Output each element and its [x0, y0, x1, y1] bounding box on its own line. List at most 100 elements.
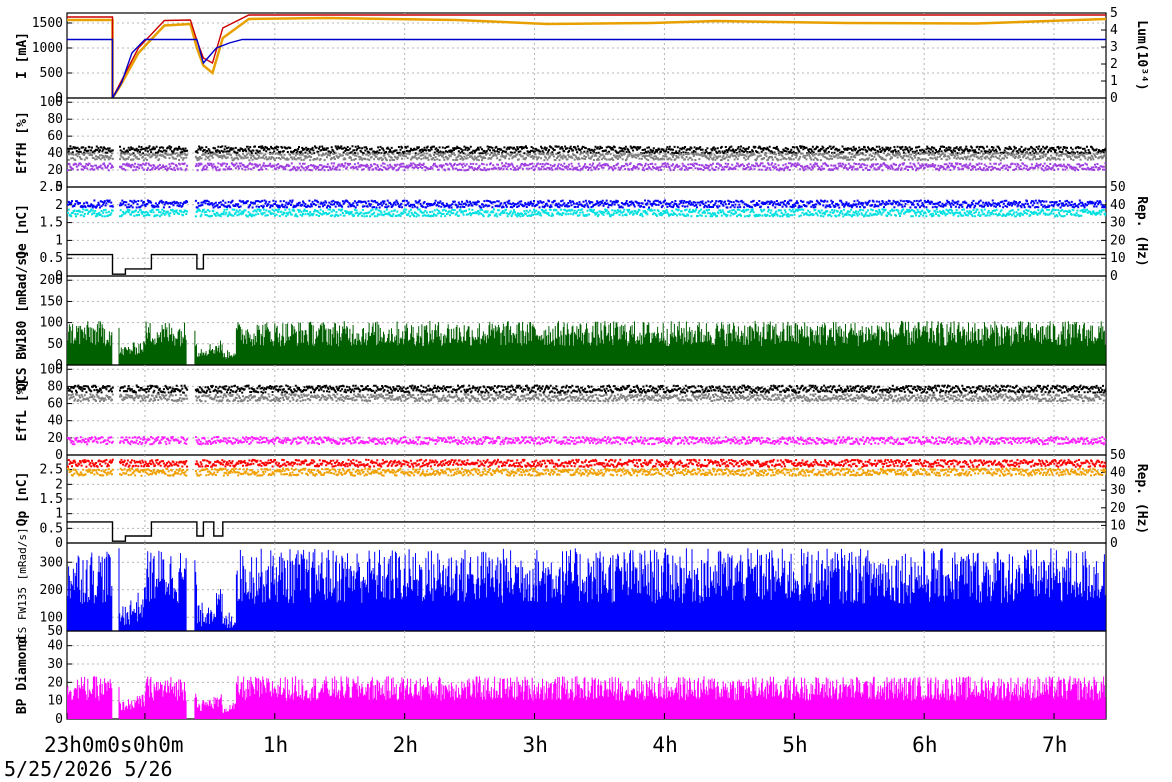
y-tick-label: 20 [47, 675, 63, 690]
y-tick-label: 40 [47, 414, 63, 429]
y-tick-label: 100 [40, 362, 63, 377]
y-axis-label: Qe [nC] [15, 204, 30, 259]
series-points [67, 436, 1106, 446]
y-tick-label: 2 [55, 477, 63, 492]
y-tick-label: 40 [47, 639, 63, 654]
panel-frame [66, 97, 1107, 188]
y-tick-label: 1500 [32, 16, 63, 31]
y-tick-label: 0 [55, 536, 63, 551]
x-tick-label: 4h [652, 733, 677, 757]
y2-tick-label: 50 [1110, 180, 1126, 195]
series-points [67, 162, 1106, 172]
y2-tick-label: 40 [1110, 198, 1126, 213]
y-tick-label: 1.5 [40, 492, 63, 507]
series-points [67, 208, 1106, 218]
series-line [67, 253, 1106, 275]
series-points [67, 199, 1106, 209]
x-tick-label: 6h [912, 733, 937, 757]
y2-tick-label: 30 [1110, 216, 1126, 231]
y-tick-label: 0.5 [40, 521, 63, 536]
series-group [67, 199, 1106, 275]
y-axis-label: Qp [nC] [15, 472, 30, 527]
series-line [67, 521, 1106, 542]
y2-tick-label: 20 [1110, 501, 1126, 516]
y-tick-label: 100 [40, 610, 63, 625]
series-group [67, 384, 1106, 446]
series-group [67, 320, 1106, 365]
y-tick-label: 200 [40, 273, 63, 288]
y2-tick-label: 30 [1110, 483, 1126, 498]
y-tick-label: 500 [40, 66, 63, 81]
y-tick-label: 30 [47, 657, 63, 672]
x-tick-label: 5h [782, 733, 807, 757]
y-tick-label: 0 [55, 180, 63, 195]
panel-qcs-bw180: 0 50 100 150 200 QCS BW180 [mRad/s] [15, 250, 1107, 391]
y-tick-label: 0 [55, 358, 63, 373]
y-tick-label: 60 [47, 129, 63, 144]
y-tick-label: 0 [55, 269, 63, 284]
x-tick-label: 23h0m0s [44, 733, 133, 757]
y2-tick-label: 0 [1110, 91, 1118, 106]
date-label: 5/25/2026 5/26 [4, 757, 173, 781]
y2-axis-label: Rep. (Hz) [1134, 464, 1149, 534]
y-axis-label: BP Diamond [15, 636, 30, 714]
series-points [67, 384, 1106, 394]
y-tick-label: 20 [47, 431, 63, 446]
y-tick-label: 300 [40, 555, 63, 570]
y-tick-label: 80 [47, 112, 63, 127]
y-tick-label: 0 [55, 91, 63, 106]
series-points [67, 458, 1106, 468]
series-group [67, 145, 1106, 172]
x-tick-label: 3h [523, 733, 548, 757]
y2-tick-label: 0 [1110, 269, 1118, 284]
y-axis-label: I [mA] [15, 32, 30, 79]
panel-bp-diamond: 0 10 20 30 40 BP Diamond [15, 630, 1107, 727]
series-bars [67, 548, 1106, 631]
series-points [67, 467, 1106, 477]
y2-tick-label: 3 [1110, 40, 1118, 55]
y-tick-label: 80 [47, 379, 63, 394]
series-line [67, 38, 1106, 98]
series-points [67, 145, 1106, 155]
y2-tick-label: 40 [1110, 466, 1126, 481]
series-group [67, 548, 1106, 631]
y2-tick-label: 2 [1110, 57, 1118, 72]
y-tick-label: 1000 [32, 41, 63, 56]
y-tick-label: 0 [55, 712, 63, 727]
y2-tick-label: 10 [1110, 518, 1126, 533]
y-tick-label: 0 [55, 448, 63, 463]
y-axis-label: QCS FW135 [mRad/s] [16, 527, 29, 646]
y-tick-label: 60 [47, 397, 63, 412]
y2-tick-label: 50 [1110, 448, 1126, 463]
x-tick-label: 2h [393, 733, 418, 757]
y2-tick-label: 10 [1110, 251, 1126, 266]
x-axis: 23h0m0s 0h0m 1h 2h 3h 4h 5h 6h 7h [44, 713, 1067, 757]
x-tick-label: 0h0m [133, 733, 184, 757]
y-tick-label: 150 [40, 294, 63, 309]
panel-effh: 0 20 40 60 80 100 EffH [%] [15, 95, 1107, 195]
y-tick-label: 40 [47, 146, 63, 161]
panel-frame [66, 12, 1107, 99]
y-axis-label: EffL [%] [15, 379, 30, 442]
y2-axis-label: Rep. (Hz) [1134, 196, 1149, 266]
y2-tick-label: 5 [1110, 6, 1118, 21]
y2-tick-label: 0 [1110, 536, 1118, 551]
panel-effl: 0 20 40 60 80 100 EffL [%] [15, 362, 1107, 463]
y-tick-label: 1 [55, 507, 63, 522]
y2-tick-label: 20 [1110, 233, 1126, 248]
y-tick-label: 10 [47, 694, 63, 709]
y-tick-label: 1 [55, 233, 63, 248]
y-tick-label: 2 [55, 198, 63, 213]
y-tick-label: 50 [47, 337, 63, 352]
y-tick-label: 100 [40, 95, 63, 110]
x-tick-label: 7h [1042, 733, 1067, 757]
y2-axis-label: Lum(10³⁴) [1134, 20, 1149, 90]
x-tick-label: 1h [263, 733, 288, 757]
y-axis-label: EffH [%] [15, 111, 30, 174]
y-tick-label: 20 [47, 163, 63, 178]
series-group [67, 14, 1106, 98]
y-tick-label: 200 [40, 583, 63, 598]
